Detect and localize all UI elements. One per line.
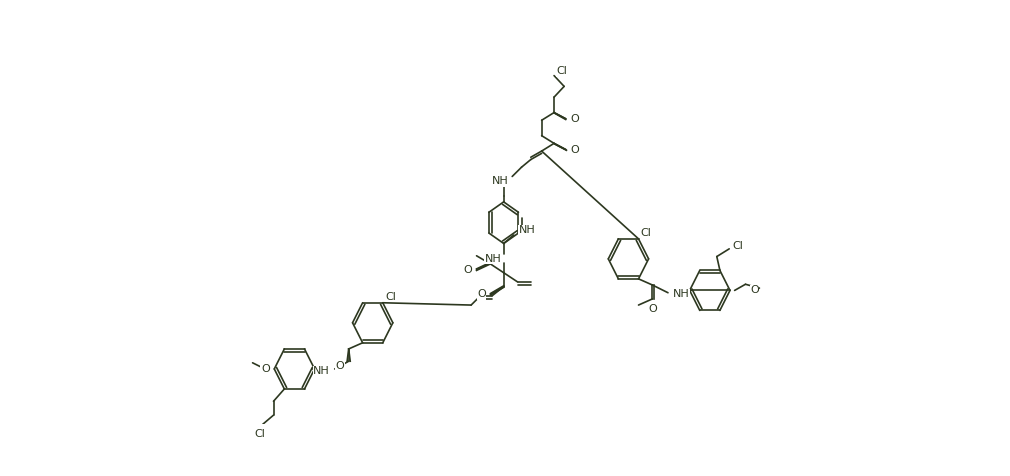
Text: O: O <box>335 361 344 371</box>
Text: Cl: Cl <box>255 429 265 439</box>
Text: O: O <box>571 114 579 124</box>
Text: NH: NH <box>313 366 330 376</box>
Text: Cl: Cl <box>557 66 568 76</box>
Text: Cl: Cl <box>732 241 743 251</box>
Text: O: O <box>261 364 270 374</box>
Text: NH: NH <box>485 254 501 264</box>
Text: O: O <box>571 145 579 155</box>
Text: NH: NH <box>518 225 535 235</box>
Text: NH: NH <box>492 176 509 186</box>
Text: O: O <box>648 304 656 314</box>
Text: O: O <box>477 289 486 299</box>
Text: O: O <box>750 286 759 296</box>
Text: O: O <box>464 265 472 275</box>
Text: NH: NH <box>673 289 690 299</box>
Text: Cl: Cl <box>641 228 651 238</box>
Text: Cl: Cl <box>385 292 396 302</box>
